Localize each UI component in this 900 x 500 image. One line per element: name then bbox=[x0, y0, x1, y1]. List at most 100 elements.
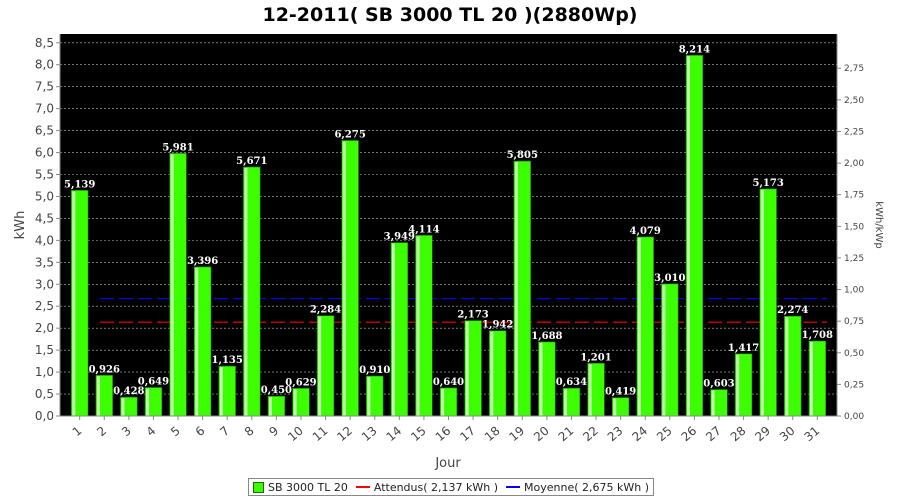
value-label: 5,981 bbox=[162, 142, 193, 153]
bar-highlight bbox=[539, 342, 543, 416]
y-tick-label: 6,5 bbox=[35, 124, 54, 138]
y2-tick-label: 1,25 bbox=[844, 254, 864, 264]
value-label: 0,649 bbox=[138, 377, 169, 388]
x-tick-label: 21 bbox=[556, 424, 577, 445]
value-label: 5,173 bbox=[752, 178, 783, 189]
bar-highlight bbox=[244, 167, 248, 416]
y-tick-label: 4,5 bbox=[35, 211, 54, 225]
value-label: 2,284 bbox=[310, 305, 341, 316]
bar-highlight bbox=[637, 237, 641, 416]
value-label: 0,428 bbox=[113, 386, 144, 397]
value-label: 1,688 bbox=[531, 331, 562, 342]
y-tick-label: 5,0 bbox=[35, 189, 54, 203]
y2-tick-label: 2,50 bbox=[844, 96, 864, 106]
legend-item-series: SB 3000 TL 20 bbox=[253, 481, 348, 494]
bar-highlight bbox=[318, 316, 322, 416]
x-tick-label: 25 bbox=[654, 424, 675, 445]
x-tick-label: 2 bbox=[94, 424, 109, 440]
bar-highlight bbox=[613, 398, 617, 416]
y2-tick-label: 1,50 bbox=[844, 222, 864, 232]
x-tick-label: 9 bbox=[266, 424, 281, 440]
legend-swatch-series bbox=[253, 481, 264, 493]
legend-item-average: Moyenne( 2,675 kWh ) bbox=[506, 481, 649, 494]
bar-highlight bbox=[662, 284, 666, 416]
y-axis-label: kWh bbox=[13, 211, 28, 240]
y2-tick-label: 1,00 bbox=[844, 286, 864, 296]
value-label: 2,274 bbox=[777, 305, 808, 316]
x-tick-label: 16 bbox=[433, 424, 454, 445]
value-label: 1,417 bbox=[728, 343, 759, 354]
x-tick-label: 23 bbox=[605, 424, 626, 445]
bar-highlight bbox=[785, 317, 789, 416]
bar-highlight bbox=[367, 377, 371, 416]
bar-highlight bbox=[441, 388, 445, 416]
y2-tick-label: 0,50 bbox=[844, 349, 864, 359]
legend: SB 3000 TL 20 Attendus( 2,137 kWh ) Moye… bbox=[248, 478, 655, 496]
x-axis-label: Jour bbox=[434, 456, 461, 471]
x-tick-label: 27 bbox=[703, 424, 724, 445]
x-tick-label: 11 bbox=[310, 424, 331, 445]
x-tick-label: 8 bbox=[242, 424, 257, 440]
bar-highlight bbox=[293, 389, 297, 416]
value-label: 4,114 bbox=[408, 224, 439, 235]
y-tick-label: 7,0 bbox=[35, 102, 54, 116]
x-tick-label: 3 bbox=[119, 424, 134, 440]
y2-axis-ticks: 0,00 0,25 0,50 0,75 1,00 1,25 1,50 1,75 2,00 2,25… bbox=[837, 64, 864, 422]
bar-highlight bbox=[96, 376, 100, 416]
y-tick-label: 7,5 bbox=[35, 80, 54, 94]
value-label: 2,173 bbox=[457, 310, 488, 321]
x-tick-label: 14 bbox=[384, 424, 405, 445]
plot-area bbox=[60, 34, 837, 416]
value-label: 0,629 bbox=[285, 377, 316, 388]
x-tick-label: 6 bbox=[193, 424, 208, 440]
value-label: 3,396 bbox=[187, 256, 218, 267]
gridlines bbox=[60, 42, 837, 395]
value-label: 0,926 bbox=[89, 364, 120, 375]
bar-highlight bbox=[465, 321, 469, 416]
legend-swatch-expected bbox=[355, 486, 370, 488]
x-tick-label: 10 bbox=[285, 424, 306, 445]
x-tick-label: 18 bbox=[482, 424, 503, 445]
bar-highlight bbox=[564, 389, 568, 416]
bar-highlight bbox=[146, 388, 150, 416]
y2-axis-label: kWh/kWp bbox=[873, 201, 884, 248]
x-tick-label: 22 bbox=[580, 424, 601, 445]
x-tick-label: 13 bbox=[359, 424, 380, 445]
y-tick-label: 8,0 bbox=[35, 58, 54, 72]
y-tick-label: 1,0 bbox=[35, 365, 54, 379]
bar-highlight bbox=[269, 397, 273, 416]
y-tick-label: 1,5 bbox=[35, 343, 54, 357]
y-tick-label: 0,0 bbox=[35, 409, 54, 423]
value-label: 4,079 bbox=[630, 226, 661, 237]
bars bbox=[71, 55, 826, 417]
reference-lines bbox=[100, 297, 827, 323]
x-tick-label: 31 bbox=[802, 424, 823, 445]
value-label: 1,135 bbox=[212, 355, 243, 366]
bar-highlight bbox=[490, 331, 494, 416]
legend-item-expected: Attendus( 2,137 kWh ) bbox=[355, 481, 498, 494]
y-tick-label: 4,0 bbox=[35, 233, 54, 247]
value-label: 5,805 bbox=[507, 150, 538, 161]
legend-swatch-average bbox=[506, 486, 521, 488]
bar-highlight bbox=[809, 342, 813, 416]
bar-highlight bbox=[170, 154, 174, 416]
value-label: 6,275 bbox=[334, 129, 365, 140]
y2-tick-label: 1,75 bbox=[844, 191, 864, 201]
x-tick-label: 30 bbox=[777, 424, 798, 445]
x-tick-label: 17 bbox=[457, 424, 478, 445]
y-tick-label: 8,5 bbox=[35, 36, 54, 50]
bar-highlight bbox=[760, 189, 764, 416]
value-label: 0,419 bbox=[605, 387, 636, 398]
bar-highlight bbox=[687, 56, 691, 417]
value-label: 1,708 bbox=[802, 330, 833, 341]
bar-highlight bbox=[195, 267, 199, 416]
x-tick-label: 29 bbox=[752, 424, 773, 445]
y-tick-label: 6,0 bbox=[35, 146, 54, 160]
y2-tick-label: 2,25 bbox=[844, 127, 864, 137]
x-tick-label: 5 bbox=[168, 424, 183, 440]
value-label: 5,671 bbox=[236, 156, 267, 167]
x-axis-ticks: 1 2 3 4 5 6 7 8 9 10 11 12 13 14 15 16 17 18 19 20 21 22 23 24 2… bbox=[70, 416, 823, 445]
bar-highlight bbox=[711, 390, 715, 416]
